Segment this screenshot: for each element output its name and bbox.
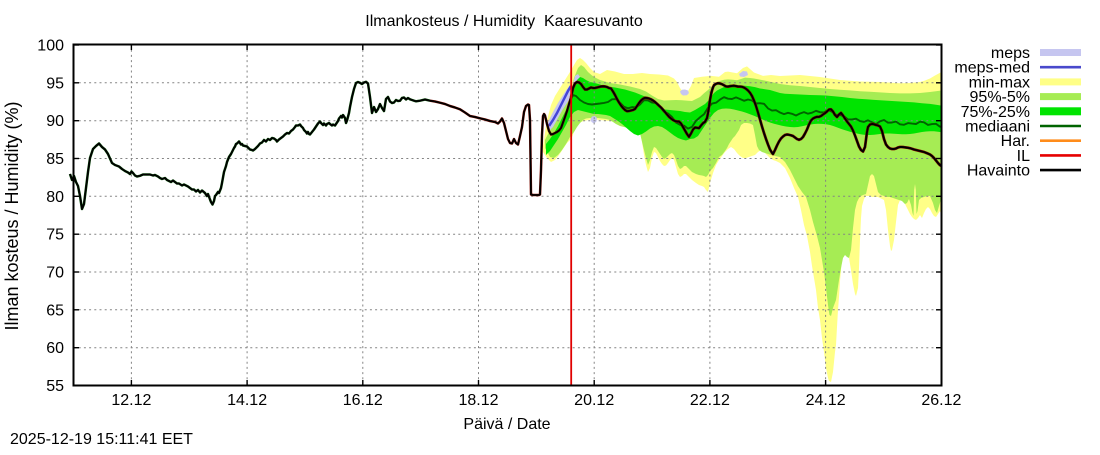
svg-text:95%-5%: 95%-5% (970, 89, 1030, 106)
svg-text:14.12: 14.12 (227, 392, 267, 409)
svg-text:80: 80 (46, 189, 64, 206)
svg-text:95: 95 (46, 75, 64, 92)
svg-text:70: 70 (46, 265, 64, 282)
svg-text:IL: IL (1017, 148, 1030, 165)
svg-text:85: 85 (46, 151, 64, 168)
svg-text:Päivä / Date: Päivä / Date (463, 416, 550, 433)
svg-text:26.12: 26.12 (921, 392, 961, 409)
svg-text:Ilman kosteus / Humidity (%): Ilman kosteus / Humidity (%) (2, 101, 22, 330)
svg-text:24.12: 24.12 (806, 392, 846, 409)
svg-text:Har.: Har. (1001, 133, 1030, 150)
svg-text:meps-med: meps-med (954, 60, 1030, 77)
svg-text:65: 65 (46, 302, 64, 319)
svg-text:Ilmankosteus / Humidity Kaare: Ilmankosteus / Humidity Kaaresuvanto (365, 13, 643, 30)
svg-text:75: 75 (46, 227, 64, 244)
svg-text:meps: meps (991, 45, 1030, 62)
svg-text:2025-12-19 15:11:41 EET: 2025-12-19 15:11:41 EET (10, 431, 193, 448)
svg-text:60: 60 (46, 340, 64, 357)
svg-text:90: 90 (46, 113, 64, 130)
svg-text:12.12: 12.12 (111, 392, 151, 409)
svg-text:Havainto: Havainto (967, 163, 1030, 180)
svg-text:min-max: min-max (969, 74, 1030, 91)
svg-text:18.12: 18.12 (458, 392, 498, 409)
svg-text:75%-25%: 75%-25% (961, 104, 1030, 121)
svg-text:22.12: 22.12 (690, 392, 730, 409)
svg-text:55: 55 (46, 378, 64, 395)
svg-text:100: 100 (37, 38, 64, 55)
svg-text:16.12: 16.12 (343, 392, 383, 409)
svg-text:20.12: 20.12 (574, 392, 614, 409)
svg-text:mediaani: mediaani (965, 119, 1030, 136)
